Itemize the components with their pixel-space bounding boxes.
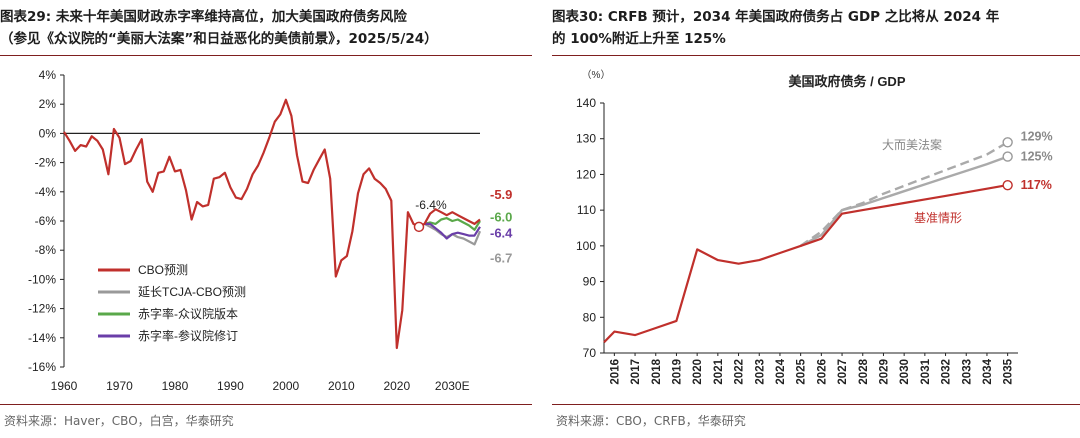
legend-label: CBO预测 (138, 263, 188, 277)
y-unit-label: （%） (582, 69, 611, 81)
right-y-tick-label: 140 (576, 96, 596, 110)
right-chart-title: 图表30: CRFB 预计，2034 年美国政府债务占 GDP 之比将从 202… (552, 6, 1080, 50)
cbo-series-line (63, 98, 481, 350)
left-x-tick-label: 1990 (217, 379, 244, 393)
baseline-series-line (603, 184, 1008, 344)
left-x-tick-label: 2000 (273, 379, 300, 393)
end-label-tcja: -6.7 (490, 251, 512, 266)
right-title-line-2: 的 100%附近上升至 125% (552, 31, 726, 47)
left-x-tick-label: 2020 (383, 379, 410, 393)
left-chart-title: 图表29: 未来十年美国财政赤字率维持高位，加大美国政府债务风险 （参见《众议院… (0, 6, 532, 50)
right-y-tick-label: 120 (576, 167, 596, 181)
right-x-tick-label: 2025 (796, 358, 808, 384)
left-chart-svg: 4% 2% 0% -2% -4% -6% -8% -10% -12% -14% -16% 1960 19… (28, 68, 513, 393)
callout-label: -6.4% (415, 198, 447, 212)
right-x-tick-label: 2021 (713, 358, 725, 384)
end-marker-125 (1002, 151, 1013, 162)
left-y-tick-label: -2% (35, 156, 57, 170)
right-x-tick-label: 2027 (837, 359, 849, 385)
alt-series-line (800, 155, 1009, 247)
right-x-tick-label: 2028 (858, 358, 870, 384)
right-x-tick-label: 2024 (775, 358, 787, 384)
left-x-tick-label: 1980 (162, 379, 189, 393)
end-marker-117 (1002, 179, 1013, 191)
end-label-129: 129% (1021, 129, 1053, 143)
left-x-tick-label: 1960 (51, 379, 78, 393)
left-y-tick-label: -12% (28, 302, 56, 316)
right-x-tick-label: 2017 (630, 359, 642, 385)
right-source-note: 资料来源：CBO，CRFB，华泰研究 (556, 414, 746, 428)
right-y-tick-label: 130 (576, 132, 596, 146)
left-x-tick-label: 2010 (328, 379, 355, 393)
right-bottom-rule (552, 404, 1080, 405)
right-x-tick-label: 2031 (920, 358, 932, 384)
right-title-rule (552, 55, 1080, 56)
left-x-tick-label: 2030E (435, 379, 470, 393)
obbb-series-name: 大而美法案 (882, 137, 942, 152)
legend-label: 赤字率-参议院修订 (138, 328, 238, 343)
right-y-tick-label: 110 (577, 203, 596, 217)
right-x-tick-label: 2020 (692, 359, 704, 385)
callout-marker (413, 221, 425, 233)
legend-label: 赤字率-众议院版本 (138, 306, 238, 321)
right-x-tick-label: 2019 (671, 359, 683, 385)
left-title-line-1: 图表29: 未来十年美国财政赤字率维持高位，加大美国政府债务风险 (0, 9, 407, 25)
house-series-line (424, 217, 481, 231)
right-y-tick-label: 70 (583, 346, 597, 360)
left-bottom-rule (0, 404, 532, 405)
senate-series-line (424, 222, 481, 240)
right-y-tick-label: 80 (583, 310, 597, 324)
right-x-tick-label: 2033 (961, 359, 973, 385)
right-x-tick-label: 2016 (609, 359, 621, 385)
left-y-tick-label: -8% (35, 243, 57, 257)
right-x-tick-label: 2026 (816, 359, 828, 385)
left-y-tick-label: -14% (28, 331, 56, 345)
left-y-tick-label: -4% (35, 185, 57, 199)
end-label-cbo: -5.9 (490, 187, 512, 202)
obbb-series-line (799, 141, 1009, 247)
right-x-tick-label: 2034 (982, 358, 994, 384)
left-y-tick-label: -16% (28, 360, 56, 374)
left-x-tick-label: 1970 (106, 379, 133, 393)
left-y-tick-label: -10% (28, 272, 56, 286)
end-marker-129 (1002, 137, 1013, 148)
right-x-tick-label: 2029 (878, 359, 890, 385)
end-label-117: 117% (1021, 178, 1052, 192)
left-source-note: 资料来源：Haver，CBO，白宫，华泰研究 (4, 414, 234, 428)
right-y-tick-label: 90 (583, 275, 597, 289)
right-title-line-1: 图表30: CRFB 预计，2034 年美国政府债务占 GDP 之比将从 202… (552, 9, 1000, 25)
left-y-tick-label: 4% (39, 68, 57, 82)
left-y-tick-label: 0% (39, 126, 57, 140)
end-label-125: 125% (1021, 150, 1053, 164)
right-x-tick-label: 2023 (754, 359, 766, 385)
left-title-rule (0, 55, 532, 56)
right-x-tick-label: 2032 (941, 359, 953, 385)
right-chart-svg: 美国政府债务 / GDP （%） 140 130 120 110 100 90 80 70 2016… (576, 69, 1053, 385)
right-x-tick-label: 2022 (734, 359, 746, 385)
right-x-tick-label: 2030 (899, 359, 911, 385)
left-y-tick-label: 2% (39, 97, 57, 111)
right-x-tick-label: 2035 (1003, 358, 1015, 384)
right-x-tick-label: 2018 (651, 358, 663, 384)
left-chart-panel: 图表29: 未来十年美国财政赤字率维持高位，加大美国政府债务风险 （参见《众议院… (0, 0, 532, 438)
left-y-tick-label: -6% (35, 214, 57, 228)
end-label-senate: -6.4 (490, 226, 513, 241)
end-label-house: -6.0 (490, 210, 512, 225)
baseline-series-name: 基准情形 (914, 211, 962, 225)
right-chart-panel: 图表30: CRFB 预计，2034 年美国政府债务占 GDP 之比将从 202… (552, 0, 1080, 438)
legend-label: 延长TCJA-CBO预测 (138, 285, 246, 299)
left-title-line-2: （参见《众议院的“美丽大法案”和日益恶化的美债前景》，2025/5/24） (0, 31, 438, 47)
debt-chart-title: 美国政府债务 / GDP (788, 74, 905, 89)
right-y-tick-label: 100 (576, 239, 596, 253)
